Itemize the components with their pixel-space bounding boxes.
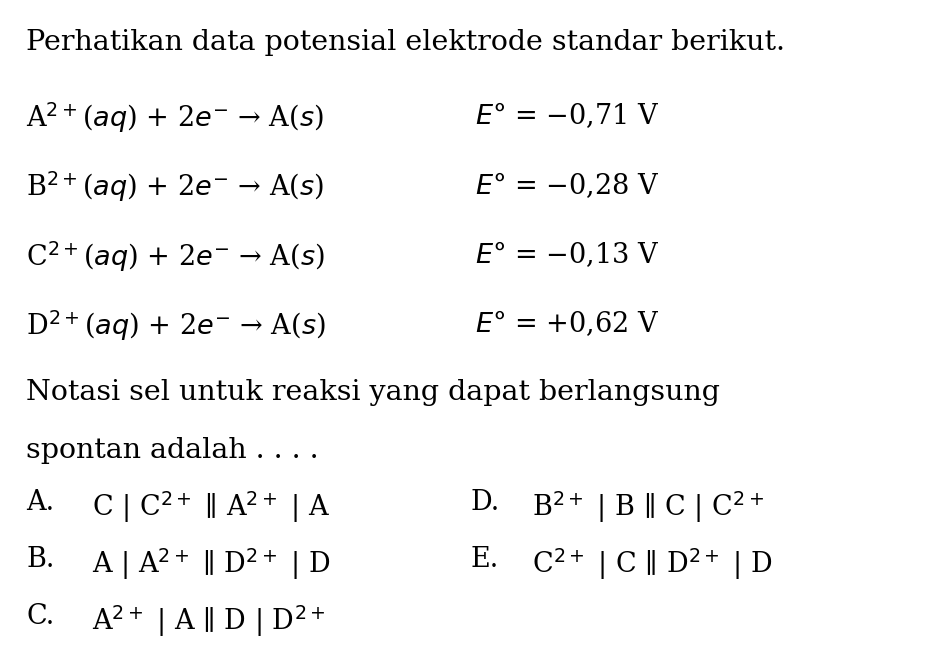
Text: E.: E. [470, 546, 499, 573]
Text: B$^{2+}$ | B ∥ C | C$^{2+}$: B$^{2+}$ | B ∥ C | C$^{2+}$ [532, 489, 764, 525]
Text: D$^{2+}$($aq$) + 2$e^{-}$ → A($s$): D$^{2+}$($aq$) + 2$e^{-}$ → A($s$) [26, 308, 327, 343]
Text: B.: B. [26, 546, 55, 573]
Text: A$^{2+}$ | A ∥ D | D$^{2+}$: A$^{2+}$ | A ∥ D | D$^{2+}$ [92, 603, 326, 639]
Text: spontan adalah . . . .: spontan adalah . . . . [26, 437, 319, 465]
Text: C | C$^{2+}$ ∥ A$^{2+}$ | A: C | C$^{2+}$ ∥ A$^{2+}$ | A [92, 489, 330, 525]
Text: D.: D. [470, 489, 500, 516]
Text: A.: A. [26, 489, 55, 516]
Text: $E$° = −0,71 V: $E$° = −0,71 V [475, 100, 660, 130]
Text: $E$° = −0,13 V: $E$° = −0,13 V [475, 239, 660, 269]
Text: $E$° = −0,28 V: $E$° = −0,28 V [475, 170, 660, 200]
Text: Notasi sel untuk reaksi yang dapat berlangsung: Notasi sel untuk reaksi yang dapat berla… [26, 379, 721, 406]
Text: $E$° = +0,62 V: $E$° = +0,62 V [475, 308, 660, 338]
Text: C.: C. [26, 603, 55, 631]
Text: A | A$^{2+}$ ∥ D$^{2+}$ | D: A | A$^{2+}$ ∥ D$^{2+}$ | D [92, 546, 330, 582]
Text: B$^{2+}$($aq$) + 2$e^{-}$ → A($s$): B$^{2+}$($aq$) + 2$e^{-}$ → A($s$) [26, 170, 325, 204]
Text: C$^{2+}$ | C ∥ D$^{2+}$ | D: C$^{2+}$ | C ∥ D$^{2+}$ | D [532, 546, 773, 582]
Text: C$^{2+}$($aq$) + 2$e^{-}$ → A($s$): C$^{2+}$($aq$) + 2$e^{-}$ → A($s$) [26, 239, 325, 273]
Text: Perhatikan data potensial elektrode standar berikut.: Perhatikan data potensial elektrode stan… [26, 29, 786, 56]
Text: A$^{2+}$($aq$) + 2$e^{-}$ → A($s$): A$^{2+}$($aq$) + 2$e^{-}$ → A($s$) [26, 100, 324, 135]
